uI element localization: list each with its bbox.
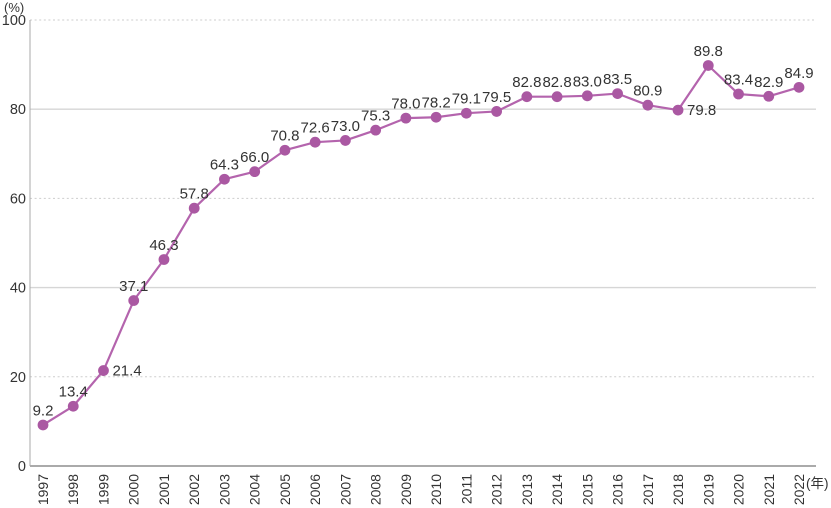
y-tick-label: 20	[10, 370, 26, 386]
value-label-2020: 83.4	[724, 72, 753, 89]
data-point-2008	[370, 124, 382, 136]
data-point-2011	[460, 107, 472, 119]
x-tick-label-1999: 1999	[95, 474, 111, 505]
value-label-2006: 72.6	[301, 120, 330, 137]
axes	[29, 20, 816, 467]
y-tick-label: 100	[2, 13, 26, 29]
data-point-2019	[702, 60, 714, 71]
data-point-2021	[763, 90, 775, 102]
y-tick-label: 0	[18, 459, 26, 475]
x-tick-label-2006: 2006	[307, 474, 323, 505]
x-tick-label-2015: 2015	[579, 474, 595, 505]
x-tick-label-2009: 2009	[398, 474, 414, 505]
y-tick-label: 80	[10, 102, 26, 118]
value-label-2022: 84.9	[784, 65, 813, 82]
value-label-2014: 82.8	[542, 74, 571, 91]
value-label-2002: 57.8	[180, 186, 209, 203]
data-point-2001	[158, 254, 170, 265]
x-tick-label-2011: 2011	[458, 474, 474, 504]
y-axis-labels: 0 20 40 60 80 100	[2, 13, 26, 475]
value-label-1998: 13.4	[59, 384, 88, 401]
x-tick-label-2019: 2019	[700, 474, 716, 505]
data-point-2002	[188, 202, 200, 214]
data-point-2012	[491, 106, 502, 117]
x-tick-label-1998: 1998	[65, 474, 81, 505]
value-label-2001: 46.3	[149, 237, 178, 254]
x-tick-label-2020: 2020	[731, 474, 747, 505]
data-points	[37, 60, 805, 431]
data-point-2007	[340, 135, 351, 146]
value-label-2008: 75.3	[361, 108, 390, 125]
data-point-2020	[733, 88, 744, 100]
data-point-2017	[642, 99, 654, 111]
x-tick-label-2012: 2012	[489, 474, 505, 505]
x-tick-label-2016: 2016	[610, 474, 626, 505]
x-tick-label-2021: 2021	[761, 474, 777, 505]
x-axis-unit-label: (年)	[806, 476, 829, 491]
x-tick-label-2017: 2017	[640, 474, 656, 505]
data-point-1998	[67, 400, 79, 412]
value-label-2013: 82.8	[512, 74, 541, 91]
y-gridlines	[30, 19, 816, 378]
y-tick-label: 40	[10, 281, 26, 297]
x-tick-label-2014: 2014	[549, 474, 565, 505]
x-tick-label-2008: 2008	[368, 474, 384, 505]
x-tick-label-2001: 2001	[156, 474, 172, 505]
value-label-2004: 66.0	[240, 149, 269, 166]
data-point-1997	[37, 419, 49, 431]
x-tick-label-1997: 1997	[35, 474, 51, 505]
x-tick-label-2005: 2005	[277, 474, 293, 505]
value-labels: 9.213.421.437.146.357.864.3 66.070.8 72.6 7…	[33, 43, 814, 419]
x-tick-label-2010: 2010	[428, 474, 444, 505]
data-point-2009	[400, 112, 412, 124]
value-label-1997: 9.2	[33, 402, 54, 419]
data-point-2004	[249, 166, 261, 178]
value-label-2012: 79.5	[482, 89, 511, 106]
x-tick-label-2007: 2007	[337, 474, 353, 505]
value-label-2007: 73.0	[331, 118, 360, 135]
x-tick-label-2022: 2022	[791, 474, 807, 505]
data-point-1999	[98, 365, 109, 376]
x-tick-label-2003: 2003	[216, 474, 232, 505]
value-label-2003: 64.3	[210, 157, 239, 174]
value-label-2010: 78.2	[422, 95, 451, 112]
value-label-2016: 83.5	[603, 71, 632, 88]
value-label-2015: 83.0	[573, 73, 602, 90]
data-point-2018	[672, 104, 684, 116]
x-tick-label-2000: 2000	[126, 474, 142, 505]
value-label-1999: 21.4	[112, 363, 141, 380]
data-point-2014	[551, 91, 563, 103]
data-point-2003	[219, 173, 230, 185]
y-axis-unit-label: (%)	[4, 0, 24, 15]
value-label-2000: 37.1	[119, 278, 148, 295]
x-tick-label-2004: 2004	[247, 474, 263, 505]
value-label-2005: 70.8	[270, 128, 299, 145]
x-axis-labels: 1997 1998 1999 2000 2001 2002 2003 2004 2005 2006…	[35, 474, 807, 505]
value-label-2011: 79.1	[452, 91, 481, 108]
x-tick-label-2018: 2018	[670, 474, 686, 505]
value-label-2018: 79.8	[687, 102, 716, 119]
value-label-2021: 82.9	[754, 74, 783, 91]
value-label-2009: 78.0	[391, 96, 420, 113]
y-tick-label: 60	[10, 191, 26, 207]
data-point-2016	[612, 88, 623, 99]
data-point-2005	[279, 144, 291, 156]
value-label-2019: 89.8	[694, 43, 723, 60]
x-tick-label-2013: 2013	[519, 474, 535, 505]
x-tick-label-2002: 2002	[186, 474, 202, 505]
data-point-2006	[309, 136, 321, 148]
data-point-2010	[430, 111, 442, 123]
data-point-2013	[521, 91, 533, 103]
data-point-2000	[128, 295, 140, 306]
value-label-2017: 80.9	[633, 83, 662, 100]
data-point-2022	[793, 81, 805, 93]
data-point-2015	[581, 90, 593, 102]
